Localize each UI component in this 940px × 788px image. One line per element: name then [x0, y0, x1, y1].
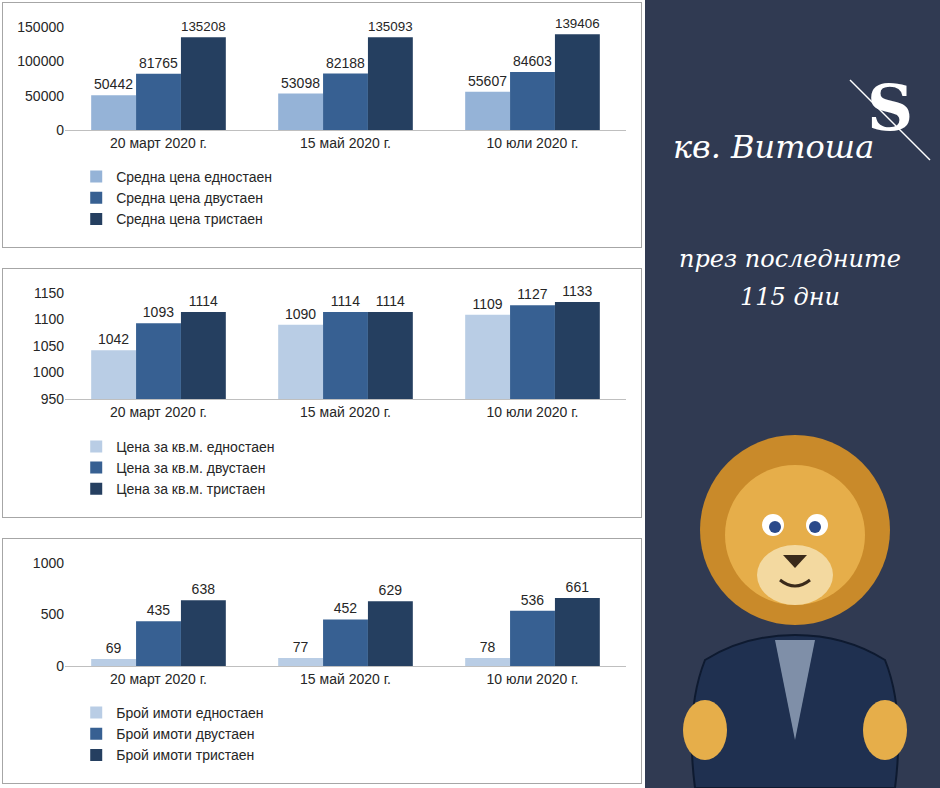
- svg-text:1127: 1127: [517, 286, 547, 302]
- svg-text:77: 77: [293, 639, 309, 655]
- svg-text:1042: 1042: [98, 331, 129, 347]
- svg-text:55607: 55607: [468, 73, 507, 89]
- svg-text:Брой имоти двустаен: Брой имоти двустаен: [116, 726, 254, 742]
- svg-text:53098: 53098: [281, 75, 320, 91]
- svg-text:629: 629: [379, 582, 403, 598]
- svg-text:1090: 1090: [285, 306, 316, 322]
- svg-text:1000: 1000: [33, 555, 64, 571]
- svg-text:135093: 135093: [368, 19, 413, 34]
- svg-text:135208: 135208: [181, 19, 226, 34]
- svg-text:20 март 2020 г.: 20 март 2020 г.: [110, 671, 207, 687]
- svg-text:1150: 1150: [34, 285, 64, 301]
- html-text:кв. Витоша: кв. Витоша: [673, 128, 875, 166]
- svg-text:20 март 2020 г.: 20 март 2020 г.: [110, 135, 207, 151]
- svg-text:1000: 1000: [33, 364, 64, 380]
- svg-text:Цена за кв.м. едностаен: Цена за кв.м. едностаен: [116, 439, 274, 455]
- svg-text:150000: 150000: [17, 19, 64, 35]
- svg-text:500: 500: [41, 606, 65, 622]
- svg-text:1133: 1133: [562, 283, 592, 299]
- svg-text:1114: 1114: [331, 293, 360, 309]
- svg-text:Средна цена тристаен: Средна цена тристаен: [116, 211, 263, 227]
- svg-text:100000: 100000: [17, 53, 64, 69]
- svg-text:0: 0: [56, 658, 64, 674]
- svg-text:69: 69: [106, 640, 122, 656]
- svg-text:81765: 81765: [139, 55, 178, 71]
- svg-text:10 юли 2020 г.: 10 юли 2020 г.: [487, 671, 579, 687]
- svg-text:Цена за кв.м. тристаен: Цена за кв.м. тристаен: [116, 481, 265, 497]
- svg-text:536: 536: [521, 592, 545, 608]
- svg-text:661: 661: [566, 579, 590, 595]
- html-text:през последните 115 дни: през последните 115 дни: [679, 245, 901, 311]
- svg-text:78: 78: [480, 639, 496, 655]
- svg-text:Средна цена двустаен: Средна цена двустаен: [116, 190, 263, 206]
- svg-text:1100: 1100: [34, 311, 64, 327]
- svg-text:84603: 84603: [513, 53, 552, 69]
- svg-text:Средна цена едностаен: Средна цена едностаен: [116, 169, 272, 185]
- svg-text:0: 0: [56, 122, 64, 138]
- svg-text:435: 435: [147, 602, 171, 618]
- svg-text:82188: 82188: [326, 55, 365, 71]
- svg-text:452: 452: [334, 600, 358, 616]
- svg-text:1114: 1114: [376, 293, 405, 309]
- svg-text:15 май 2020 г.: 15 май 2020 г.: [300, 135, 391, 151]
- svg-text:1050: 1050: [33, 338, 64, 354]
- svg-text:Цена за кв.м. двустаен: Цена за кв.м. двустаен: [116, 460, 265, 476]
- svg-text:50000: 50000: [25, 88, 64, 104]
- svg-text:15 май 2020 г.: 15 май 2020 г.: [300, 671, 391, 687]
- svg-text:50442: 50442: [94, 76, 133, 92]
- svg-text:10 юли 2020 г.: 10 юли 2020 г.: [487, 135, 579, 151]
- svg-text:15 май 2020 г.: 15 май 2020 г.: [300, 404, 391, 420]
- svg-text:1114: 1114: [189, 293, 218, 309]
- svg-text:139406: 139406: [555, 16, 600, 31]
- svg-text:638: 638: [192, 581, 216, 597]
- svg-text:Брой имоти тристаен: Брой имоти тристаен: [116, 747, 254, 763]
- svg-text:10 юли 2020 г.: 10 юли 2020 г.: [487, 404, 579, 420]
- svg-text:Брой имоти едностаен: Брой имоти едностаен: [116, 705, 263, 721]
- svg-text:1093: 1093: [143, 304, 174, 320]
- html-text:S: S: [867, 70, 914, 145]
- svg-text:950: 950: [41, 391, 65, 407]
- svg-text:1109: 1109: [472, 296, 502, 312]
- svg-text:20 март 2020 г.: 20 март 2020 г.: [110, 404, 207, 420]
